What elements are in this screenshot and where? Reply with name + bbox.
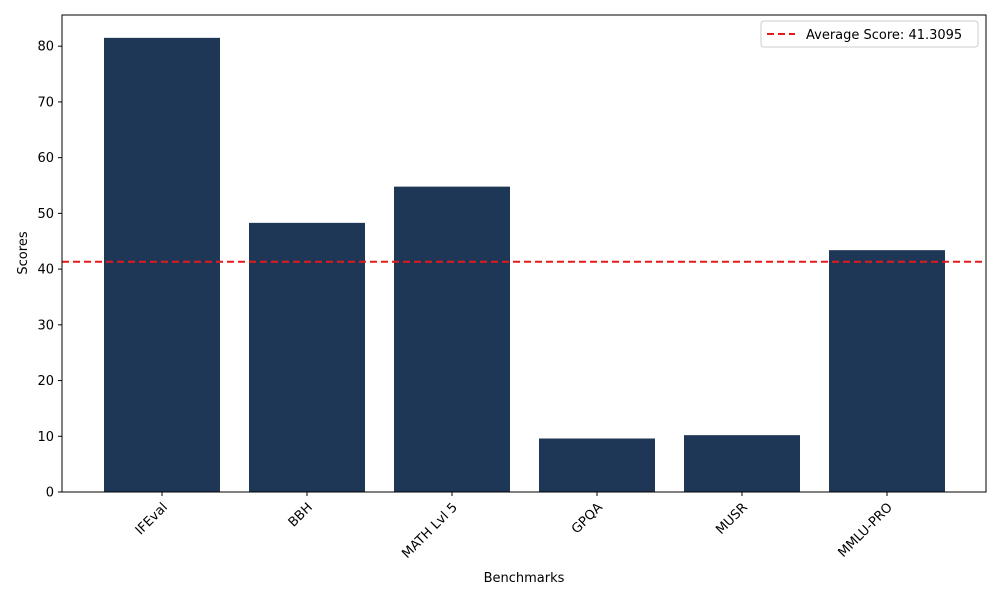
y-tick-label: 60 bbox=[37, 151, 54, 166]
legend-label: Average Score: 41.3095 bbox=[806, 28, 962, 43]
bar-gpqa bbox=[539, 438, 655, 492]
y-tick-label: 0 bbox=[46, 486, 54, 501]
legend: Average Score: 41.3095 bbox=[760, 20, 979, 48]
x-tick-label: IFEval bbox=[133, 500, 171, 538]
bar-bbh bbox=[249, 222, 365, 493]
legend-box bbox=[760, 20, 979, 48]
y-axis-title: Scores bbox=[16, 231, 31, 274]
bar-math-lvl-5 bbox=[394, 186, 510, 492]
y-tick-label: 50 bbox=[37, 207, 54, 222]
y-tick-label: 10 bbox=[37, 430, 54, 445]
bars-group bbox=[104, 37, 945, 493]
y-tick-label: 80 bbox=[37, 40, 54, 55]
y-tick-label: 40 bbox=[37, 263, 54, 278]
x-tick-label: MUSR bbox=[713, 500, 750, 537]
x-tick-label: BBH bbox=[286, 500, 316, 530]
y-tick-label: 30 bbox=[37, 318, 54, 333]
x-tick-label: MATH Lvl 5 bbox=[399, 500, 460, 561]
x-axis-ticks: IFEval BBH MATH Lvl 5 GPQA MUSR MMLU-PRO bbox=[133, 492, 896, 562]
y-axis-ticks: 0 10 20 30 40 50 60 70 80 bbox=[37, 40, 62, 501]
y-tick-label: 70 bbox=[37, 95, 54, 110]
bar-ifeval bbox=[104, 37, 220, 493]
bar-musr bbox=[684, 435, 800, 492]
x-tick-label: GPQA bbox=[569, 500, 606, 537]
x-tick-label: MMLU-PRO bbox=[835, 500, 895, 560]
y-tick-label: 20 bbox=[37, 374, 54, 389]
bar-mmlu-pro bbox=[829, 250, 945, 492]
x-axis-title: Benchmarks bbox=[484, 571, 565, 586]
plot-frame bbox=[61, 14, 987, 493]
